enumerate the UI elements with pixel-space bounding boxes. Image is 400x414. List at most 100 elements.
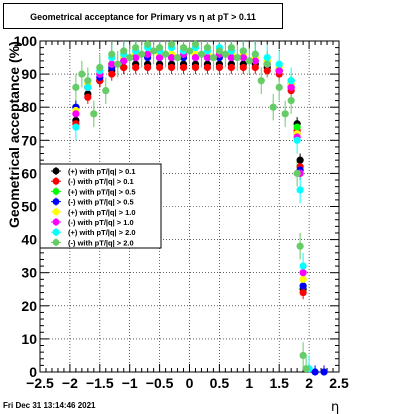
legend-entry: (-) with pT/|q| > 1.0 xyxy=(68,218,134,227)
data-point xyxy=(299,275,307,283)
data-point xyxy=(251,63,259,72)
data-point xyxy=(257,77,265,85)
data-point xyxy=(96,63,104,72)
data-point xyxy=(72,83,80,91)
data-point xyxy=(179,44,188,52)
data-point xyxy=(191,53,200,62)
legend-entry: (+) with pT/|q| > 0.5 xyxy=(68,187,136,196)
data-point xyxy=(239,53,247,62)
data-point xyxy=(299,262,307,270)
data-point xyxy=(275,83,283,91)
data-point xyxy=(84,93,92,101)
data-point xyxy=(90,110,98,118)
data-point xyxy=(293,123,301,131)
data-point xyxy=(78,70,86,78)
data-point xyxy=(114,60,122,68)
data-point xyxy=(102,87,110,95)
data-point xyxy=(293,169,301,177)
data-point xyxy=(191,63,200,72)
data-point xyxy=(251,57,259,65)
data-point xyxy=(287,96,295,105)
data-point xyxy=(150,47,158,55)
data-point xyxy=(144,63,152,72)
data-point xyxy=(161,50,170,58)
legend-entry: (-) with pT/|q| > 2.0 xyxy=(68,238,134,247)
legend-marker xyxy=(52,177,60,185)
x-tick-label: −0.5 xyxy=(146,375,174,391)
x-tick-label: 1 xyxy=(245,375,253,391)
legend-marker xyxy=(52,218,60,226)
data-point xyxy=(138,50,146,58)
data-point xyxy=(299,351,307,360)
data-point xyxy=(296,186,304,194)
data-point xyxy=(239,63,247,72)
data-point xyxy=(167,53,176,62)
x-axis-label: η xyxy=(331,400,339,414)
x-tick-label: 2 xyxy=(305,375,313,391)
y-tick-label: 40 xyxy=(21,232,37,248)
data-point xyxy=(221,50,229,58)
x-tick-label: 0 xyxy=(186,375,194,391)
x-tick-label: −2.5 xyxy=(26,375,54,391)
data-point xyxy=(227,63,235,72)
data-point xyxy=(132,44,140,52)
data-point xyxy=(84,77,92,85)
data-point xyxy=(263,53,271,62)
legend-marker xyxy=(52,208,60,216)
data-point xyxy=(275,67,283,75)
legend-entry: (+) with pT/|q| > 0.1 xyxy=(68,167,136,176)
data-point xyxy=(108,60,116,68)
data-point xyxy=(179,63,188,72)
y-tick-label: 50 xyxy=(21,199,37,215)
data-point xyxy=(209,53,218,62)
data-point xyxy=(311,368,319,376)
data-point xyxy=(293,136,301,144)
legend: (+) with pT/|q| > 0.1(-) with pT/|q| > 0… xyxy=(39,163,162,249)
data-point xyxy=(281,110,289,118)
y-tick-label: 10 xyxy=(21,331,37,347)
data-point xyxy=(203,44,212,52)
x-tick-label: −1 xyxy=(122,375,138,391)
legend-marker xyxy=(52,188,60,195)
data-point xyxy=(185,47,194,55)
data-point xyxy=(287,83,295,91)
data-point xyxy=(251,50,259,58)
data-point xyxy=(144,40,152,48)
data-point xyxy=(215,63,223,72)
data-point xyxy=(302,365,310,373)
legend-entry: (-) with pT/|q| > 0.1 xyxy=(68,177,134,186)
data-point xyxy=(233,53,241,62)
data-point xyxy=(84,83,92,91)
data-point xyxy=(299,269,307,277)
data-point xyxy=(120,63,128,72)
data-point xyxy=(269,103,277,111)
y-tick-label: 100 xyxy=(14,33,38,49)
data-point xyxy=(120,57,128,65)
y-tick-label: 30 xyxy=(21,265,37,281)
data-point xyxy=(144,50,152,58)
x-tick-label: 0.5 xyxy=(210,375,230,391)
x-tick-label: −1.5 xyxy=(86,375,114,391)
y-tick-label: 80 xyxy=(21,99,37,115)
data-point xyxy=(239,47,247,55)
data-point xyxy=(299,288,307,297)
data-point xyxy=(275,60,283,68)
legend-box xyxy=(39,163,162,249)
legend-entry: (-) with pT/|q| > 0.5 xyxy=(68,198,134,207)
timestamp: Fri Dec 31 13:14:46 2021 xyxy=(3,401,96,410)
legend-marker xyxy=(52,167,60,175)
data-point xyxy=(227,53,235,62)
y-axis-label: Geometrical acceptance (%) xyxy=(6,41,22,228)
data-point xyxy=(167,63,176,72)
x-tick-label: −2 xyxy=(62,375,78,391)
y-tick-label: 70 xyxy=(21,132,37,148)
legend-entry: (+) with pT/|q| > 1.0 xyxy=(68,208,136,217)
tick-labels: −2.5 −2 −1.5 −1 −0.5 0 0.5 1 1.5 2 2.5 0 10 20 30 40 50 6… xyxy=(14,33,349,391)
legend-marker xyxy=(52,198,60,206)
y-tick-label: 90 xyxy=(21,66,37,82)
data-point xyxy=(296,242,304,250)
legend-marker xyxy=(52,239,60,246)
data-point xyxy=(132,63,140,72)
data-point xyxy=(263,60,271,68)
data-point xyxy=(263,67,271,75)
